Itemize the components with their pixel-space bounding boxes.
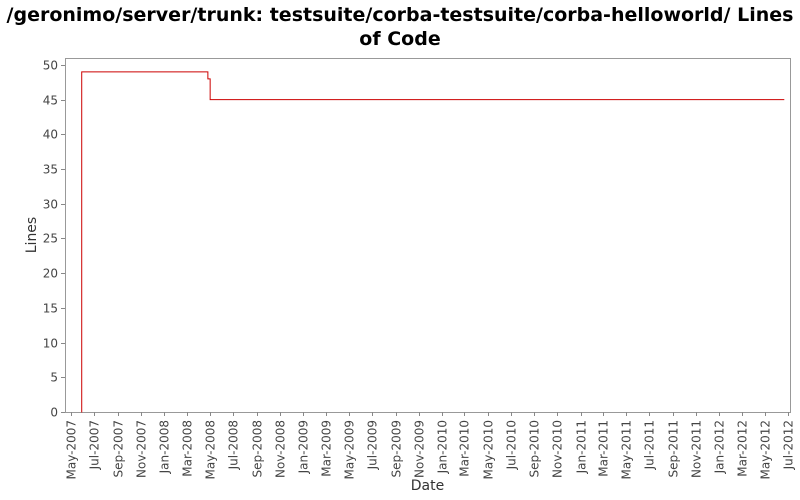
x-tick-label: Jul-2007: [88, 420, 102, 470]
x-tick-label: May-2009: [343, 420, 357, 479]
x-tick-label: Nov-2010: [551, 420, 565, 478]
y-tick-label: 40: [43, 128, 58, 142]
x-tick-label: Jul-2011: [643, 420, 657, 470]
x-tick-label: Sep-2010: [528, 420, 542, 478]
x-tick-label: May-2010: [482, 420, 496, 479]
x-tick-label: Jan-2008: [158, 420, 172, 474]
y-tick-label: 50: [43, 59, 58, 73]
x-tick-label: Mar-2008: [181, 420, 195, 477]
x-tick-label: Mar-2010: [458, 420, 472, 477]
x-tick-label: Nov-2011: [690, 420, 704, 478]
y-tick-label: 35: [43, 163, 58, 177]
y-tick-label: 5: [50, 371, 58, 385]
x-tick-label: Jan-2011: [575, 420, 589, 474]
x-axis: May-2007 Jul-2007 Sep-2007 Nov-2007 Jan-2008…: [65, 412, 796, 479]
x-tick-label: Mar-2012: [736, 420, 750, 477]
x-tick-label: Jul-2008: [227, 420, 241, 470]
y-tick-label: 45: [43, 94, 58, 108]
x-tick-label: May-2008: [204, 420, 218, 479]
series-line: [81, 71, 785, 413]
x-tick-label: Sep-2007: [112, 420, 126, 478]
series-layer: [81, 71, 785, 413]
x-tick-label: Mar-2009: [320, 420, 334, 477]
plot-area: [65, 58, 791, 413]
x-tick-label: Nov-2008: [274, 420, 288, 478]
x-tick-label: Nov-2009: [413, 420, 427, 478]
x-tick-label: May-2011: [620, 420, 634, 479]
x-tick-label: Jul-2010: [505, 420, 519, 470]
y-tick-label: 10: [43, 337, 58, 351]
x-tick-label: Jul-2012: [782, 420, 796, 470]
x-tick-label: Sep-2008: [251, 420, 265, 478]
y-tick-label: 0: [50, 406, 58, 420]
x-axis-label: Date: [411, 478, 444, 494]
y-axis: 0 5 10 15 20 25 30 35 40 45 50: [43, 59, 65, 420]
x-tick-label: Mar-2011: [597, 420, 611, 477]
y-axis-label: Lines: [24, 217, 40, 253]
x-tick-label: Jan-2009: [297, 420, 311, 474]
x-tick-label: Sep-2009: [390, 420, 404, 478]
y-tick-label: 30: [43, 198, 58, 212]
x-tick-label: May-2007: [65, 420, 79, 479]
x-tick-label: Jan-2010: [436, 420, 450, 474]
x-tick-label: Nov-2007: [135, 420, 149, 478]
y-tick-label: 20: [43, 267, 58, 281]
x-tick-label: Sep-2011: [667, 420, 681, 478]
y-tick-label: 15: [43, 302, 58, 316]
x-tick-label: May-2012: [759, 420, 773, 479]
chart-title: /geronimo/server/trunk: testsuite/corba-…: [6, 4, 794, 50]
x-tick-label: Jan-2012: [713, 420, 727, 474]
x-tick-label: Jul-2009: [366, 420, 380, 470]
y-tick-label: 25: [43, 232, 58, 246]
